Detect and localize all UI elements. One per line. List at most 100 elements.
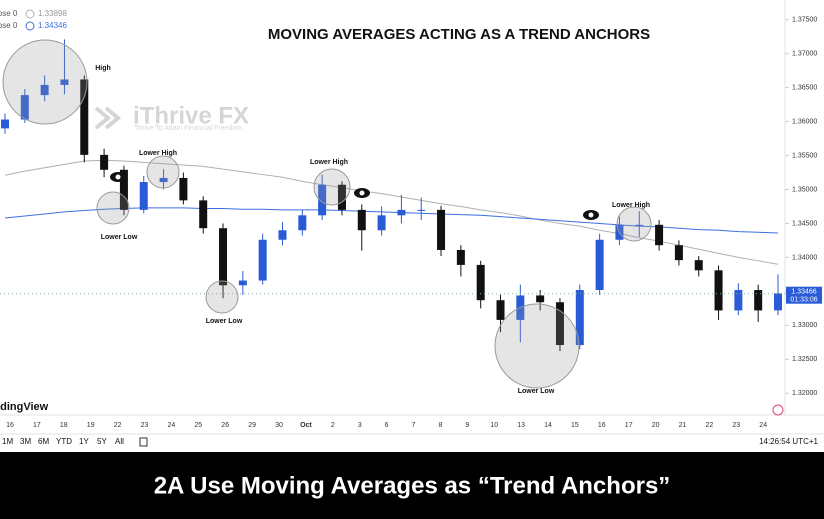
x-tick-label: 17 <box>33 422 41 429</box>
candle-body <box>40 84 49 96</box>
candle-body <box>417 209 426 211</box>
range-button[interactable]: 1Y <box>79 437 89 446</box>
candle-body <box>119 169 128 210</box>
x-tick-label: 6 <box>385 422 389 429</box>
candle-body <box>635 224 644 226</box>
moving-average <box>4 159 779 265</box>
legend-value: 1.34346 <box>38 21 67 30</box>
annotation-label: Lower Low <box>101 234 138 241</box>
y-tick-label: 1.36500 <box>792 84 817 91</box>
annotation-label: Lower Low <box>518 388 555 395</box>
x-tick-label: 29 <box>248 422 256 429</box>
range-button[interactable]: 5Y <box>97 437 107 446</box>
y-tick-label: 1.35000 <box>792 186 817 193</box>
eye-pupil <box>115 174 121 180</box>
annotation-label: Lower Low <box>206 318 243 325</box>
watermark-subtitle: Thrive To Attain Financial Freedom <box>134 125 242 132</box>
legend-icon <box>25 21 35 31</box>
x-tick-label: 15 <box>571 422 579 429</box>
candle-body <box>80 79 89 155</box>
x-tick-label: 20 <box>652 422 660 429</box>
candle-body <box>377 215 386 231</box>
candle-body <box>694 260 703 271</box>
candle-body <box>714 270 723 311</box>
x-tick-label: 9 <box>465 422 469 429</box>
moving-average <box>4 207 779 234</box>
countdown: 01:33:06 <box>790 297 817 304</box>
legend-name: close 0 <box>0 9 18 18</box>
x-tick-label: 7 <box>412 422 416 429</box>
candle-body <box>575 290 584 346</box>
x-tick-label: 30 <box>275 422 283 429</box>
x-tick-label: 23 <box>141 422 149 429</box>
annotation-label: Lower High <box>612 202 650 209</box>
candle-body <box>298 215 307 231</box>
candle-body <box>238 280 247 286</box>
candle-body <box>139 182 148 210</box>
y-tick-label: 1.37500 <box>792 17 817 24</box>
range-button[interactable]: 3M <box>20 437 31 446</box>
x-tick-label: 23 <box>732 422 740 429</box>
brand: adingView <box>0 401 49 413</box>
candle-body <box>437 209 446 250</box>
candle-body <box>397 209 406 216</box>
legend-value: 1.33898 <box>38 9 67 18</box>
eye-pupil <box>588 212 594 218</box>
clock: 14:26:54 UTC+1 <box>759 437 818 446</box>
x-tick-label: 24 <box>759 422 767 429</box>
candle-body <box>258 239 267 281</box>
highlight-circle <box>146 155 180 189</box>
last-price-box <box>786 286 822 304</box>
last-price-label: 1.33466 <box>791 289 816 296</box>
x-tick-label: 22 <box>706 422 714 429</box>
x-tick-label: 13 <box>517 422 525 429</box>
x-tick-label: 3 <box>358 422 362 429</box>
x-tick-label: 2 <box>331 422 335 429</box>
candle-body <box>199 200 208 229</box>
y-tick-label: 1.35500 <box>792 152 817 159</box>
y-tick-label: 1.34000 <box>792 254 817 261</box>
range-button[interactable]: All <box>115 437 124 446</box>
banner-text: 2A Use Moving Averages as “Trend Anchors… <box>154 472 671 499</box>
y-tick-label: 1.32500 <box>792 356 817 363</box>
x-tick-label: 21 <box>679 422 687 429</box>
candle-body <box>476 264 485 301</box>
highlight-circle <box>616 206 652 242</box>
watermark: iThrive FX Thrive To Attain Financial Fr… <box>94 102 249 132</box>
highlight-circle <box>313 168 351 206</box>
range-button[interactable]: YTD <box>56 437 72 446</box>
range-button[interactable]: 1M <box>2 437 13 446</box>
annotation-label: High <box>95 65 111 72</box>
x-tick-label: 24 <box>168 422 176 429</box>
candle-body <box>774 293 782 311</box>
date-range-icon <box>139 437 148 447</box>
x-tick-label: 17 <box>625 422 633 429</box>
highlight-circle <box>96 191 130 225</box>
candle-body <box>734 290 743 311</box>
highlight-circle <box>2 39 88 125</box>
candle-body <box>536 295 545 303</box>
x-tick-label: 19 <box>87 422 95 429</box>
watermark-title: iThrive FX <box>133 102 249 129</box>
candle-body <box>318 184 327 216</box>
y-tick-label: 1.33000 <box>792 322 817 329</box>
annotation-label: Lower High <box>139 150 177 157</box>
eye-pupil <box>359 190 365 196</box>
candle-body <box>278 230 287 240</box>
candle-body <box>754 290 763 311</box>
x-tick-label: 14 <box>544 422 552 429</box>
range-button[interactable]: 6M <box>38 437 49 446</box>
candle-body <box>179 177 188 201</box>
chart-bg <box>0 0 824 452</box>
chart-title: MOVING AVERAGES ACTING AS A TREND ANCHOR… <box>268 26 650 43</box>
watermark-logo <box>94 106 122 130</box>
highlight-circle <box>494 303 580 389</box>
x-tick-label: 25 <box>194 422 202 429</box>
legend-name: close 0 <box>0 21 18 30</box>
x-tick-label: 26 <box>221 422 229 429</box>
highlight-circle <box>205 280 239 314</box>
candle-body <box>1 119 9 129</box>
x-tick-label: 22 <box>114 422 122 429</box>
x-tick-label: 8 <box>438 422 442 429</box>
